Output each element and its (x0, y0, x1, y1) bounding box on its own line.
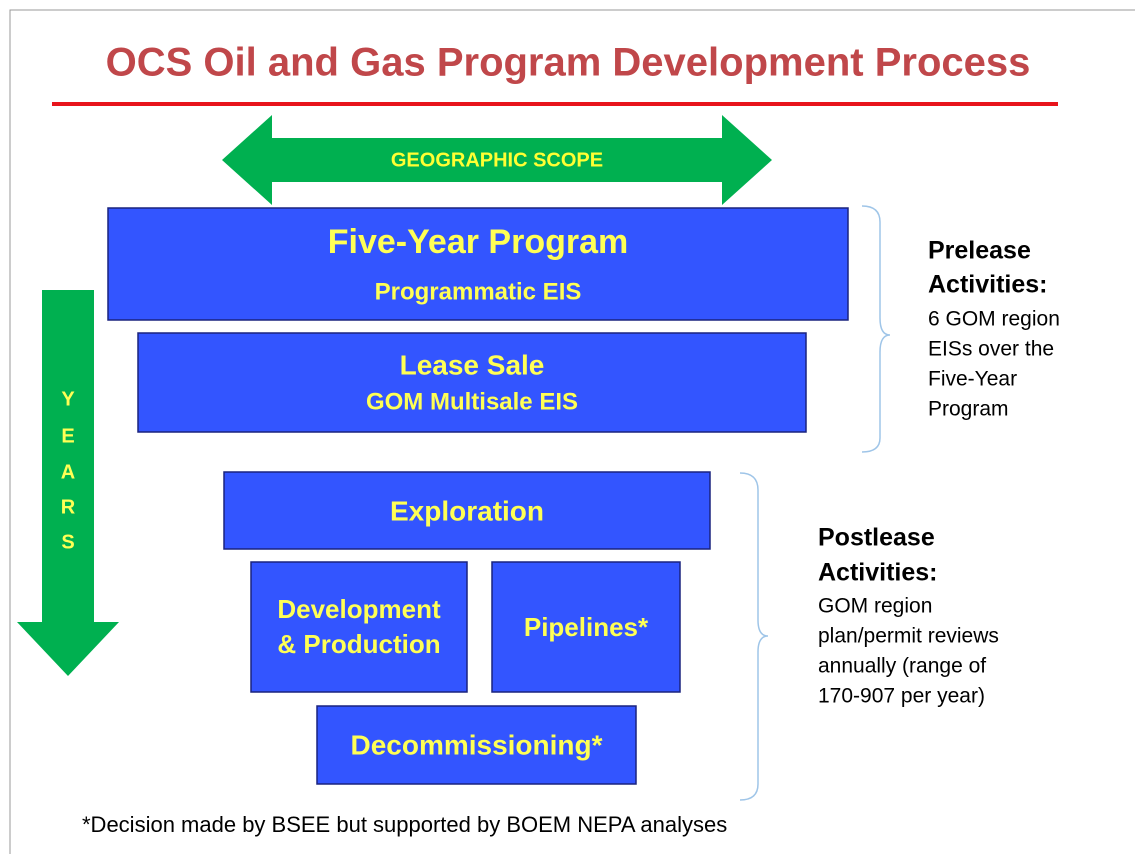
years-letter: E (61, 425, 74, 447)
process-box (316, 705, 637, 785)
note-heading: Activities: (928, 271, 1047, 299)
box-label: Decommissioning* (350, 729, 602, 760)
years-letter: S (61, 531, 74, 553)
process-box (137, 332, 807, 433)
scope-arrow (222, 115, 772, 205)
process-box (223, 471, 711, 550)
process-box (491, 561, 681, 693)
note-text: Five-Year (928, 368, 1017, 391)
note-heading: Prelease (928, 237, 1031, 265)
years-letter: Y (61, 388, 75, 410)
box-label: Programmatic EIS (375, 278, 582, 305)
note-text: annually (range of (818, 655, 986, 678)
box-label: Pipelines* (524, 612, 649, 642)
process-box (250, 561, 468, 693)
title: OCS Oil and Gas Program Development Proc… (106, 41, 1031, 85)
box-label: Five-Year Program (328, 223, 628, 261)
box-label: GOM Multisale EIS (366, 388, 578, 415)
box-label: Development (277, 594, 441, 624)
brace (739, 472, 769, 801)
note-text: GOM region (818, 595, 932, 618)
process-box (107, 207, 849, 321)
frame (9, 9, 1135, 854)
note-heading: Activities: (818, 559, 937, 587)
brace (861, 205, 891, 453)
note-text: 6 GOM region (928, 308, 1060, 331)
years-letter: A (61, 461, 75, 483)
box-label: & Production (277, 629, 440, 659)
scope-label: GEOGRAPHIC SCOPE (391, 149, 603, 171)
note-text: 170-907 per year) (818, 685, 985, 708)
note-text: EISs over the (928, 338, 1054, 361)
years-arrow (17, 290, 119, 676)
years-letter: R (61, 496, 76, 518)
box-label: Lease Sale (400, 349, 545, 380)
note-text: plan/permit reviews (818, 625, 999, 648)
note-heading: Postlease (818, 524, 935, 552)
box-label: Exploration (390, 495, 544, 526)
note-text: Program (928, 398, 1009, 421)
footnote: *Decision made by BSEE but supported by … (82, 812, 727, 837)
